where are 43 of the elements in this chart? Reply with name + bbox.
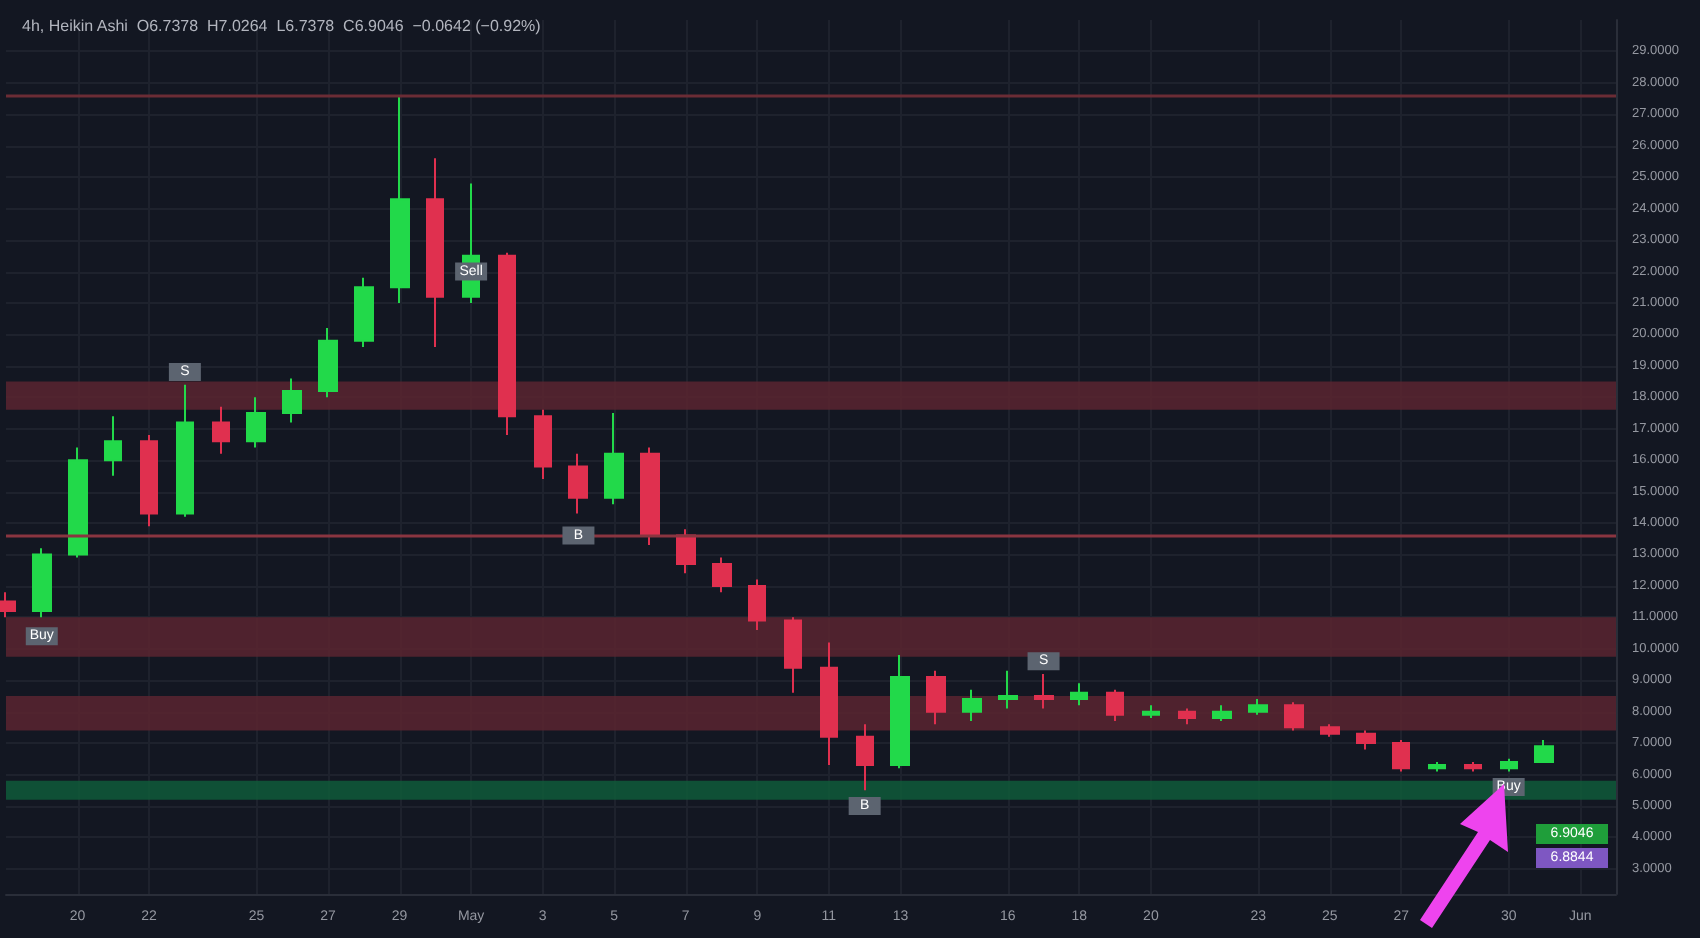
candlestick	[1534, 738, 1554, 763]
candlestick	[640, 446, 660, 547]
candlestick	[784, 616, 802, 694]
candlestick	[1106, 688, 1124, 723]
candlestick	[1500, 757, 1518, 773]
candlestick	[1034, 672, 1054, 710]
candlestick	[32, 547, 52, 619]
candlestick	[1248, 698, 1268, 716]
candlestick	[534, 408, 552, 481]
candlestick	[604, 411, 624, 506]
candlestick	[212, 405, 230, 455]
candlestick	[712, 556, 732, 594]
candlestick	[1212, 704, 1232, 723]
candlestick	[748, 578, 766, 631]
candlestick	[856, 723, 874, 792]
candlestick	[1320, 723, 1340, 738]
candlestick	[926, 669, 946, 726]
candlestick	[1142, 704, 1160, 719]
candlestick	[246, 396, 266, 449]
candlestick	[820, 641, 838, 767]
candlestick	[104, 415, 122, 477]
candlestick	[318, 327, 338, 399]
candlestick	[1284, 701, 1304, 732]
candlestick	[1464, 760, 1482, 773]
candlestick	[1070, 682, 1088, 707]
candlestick	[890, 654, 910, 770]
candlestick	[68, 446, 88, 559]
candlestick	[1178, 707, 1196, 726]
candlestick	[998, 669, 1018, 710]
candlestick	[282, 377, 302, 424]
candlestick	[426, 157, 444, 348]
candlestick	[140, 433, 158, 528]
candlestick	[1392, 738, 1410, 773]
candlestick	[390, 94, 410, 304]
candlestick	[568, 452, 588, 515]
candlestick	[1356, 729, 1376, 751]
candlestick	[962, 688, 982, 723]
candlestick	[676, 528, 696, 575]
candlestick	[498, 251, 516, 436]
candlestick	[176, 383, 194, 518]
candlestick	[354, 276, 374, 348]
chart-title: 4h, Heikin Ashi O6.7378 H7.0264 L6.7378 C6.9046 −0.0642 (−0.92%)	[22, 17, 542, 35]
candlestick	[1428, 760, 1446, 773]
